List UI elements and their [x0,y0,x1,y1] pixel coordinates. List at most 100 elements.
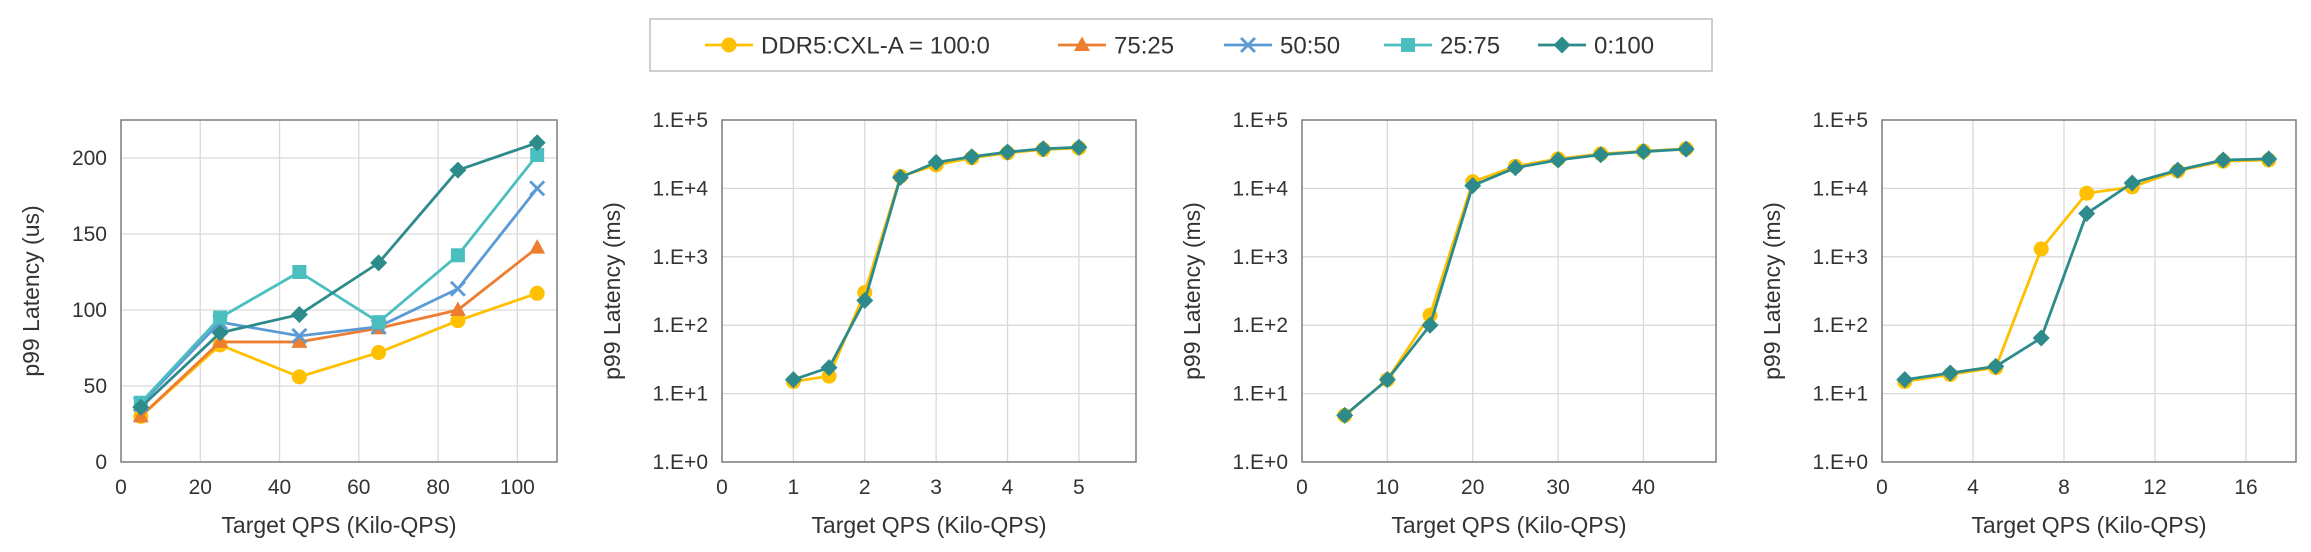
legend-marker [721,37,737,53]
x-tick-label: 1 [788,476,800,499]
legend-label: 0:100 [1594,33,1654,60]
y-axis-title: p99 Latency (ms) [599,202,625,380]
series [1896,150,2278,389]
data-point [1506,159,1524,177]
data-point [371,315,386,330]
data-point [1034,140,1052,158]
y-tick-label: 1.E+5 [1813,109,1868,132]
x-axis-title: Target QPS (Kilo-QPS) [1391,512,1626,538]
y-tick-label: 1.E+2 [1233,314,1288,337]
x-tick-label: 5 [1073,476,1085,499]
x-tick-label: 2 [859,476,871,499]
y-tick-label: 1.E+4 [1233,177,1289,200]
data-point [291,333,308,348]
y-axis-title: p99 Latency (ms) [1759,202,1785,380]
data-point [529,285,545,301]
y-tick-label: 1.E+1 [1813,383,1868,406]
x-tick-label: 60 [347,476,370,499]
data-point [132,398,150,416]
y-tick-label: 1.E+3 [1233,246,1288,269]
data-point [530,147,545,162]
data-point [1592,146,1610,164]
legend-label: 25:75 [1440,33,1500,60]
y-tick-label: 100 [72,299,107,322]
data-point [1987,357,2005,375]
data-point [529,239,546,254]
x-axis-title: Target QPS (Kilo-QPS) [1971,512,2206,538]
data-point [2214,151,2232,169]
data-point [927,153,945,171]
series-line [139,141,538,409]
data-point [2169,161,2187,179]
y-tick-label: 1.E+2 [1813,314,1868,337]
data-point [821,368,837,384]
data-point [2260,150,2278,168]
x-tick-label: 8 [2058,476,2070,499]
data-point [1677,140,1695,158]
data-point [371,345,387,361]
data-point [529,180,546,197]
legend-label: 75:25 [1114,33,1174,60]
y-axis-title: p99 Latency (us) [18,205,44,376]
x-tick-label: 10 [1376,476,1399,499]
plot-area [1301,119,1717,463]
legend-box [649,18,1713,72]
plot-area [1881,119,2297,463]
plot-area [120,119,558,463]
y-tick-label: 1.E+1 [1233,383,1288,406]
y-tick-label: 1.E+0 [653,451,708,474]
x-tick-label: 4 [1002,476,1014,499]
data-point [2123,174,2141,192]
data-point [2032,329,2050,347]
data-point [450,313,466,329]
x-tick-label: 0 [716,476,728,499]
y-tick-label: 1.E+1 [653,383,708,406]
y-tick-label: 1.E+5 [1233,109,1288,132]
x-tick-label: 0 [1296,476,1308,499]
data-point [370,254,388,272]
y-tick-label: 1.E+3 [1813,246,1868,269]
data-point [528,134,546,152]
data-point [291,327,308,344]
data-point [2079,185,2095,201]
x-tick-label: 0 [115,476,127,499]
x-axis-title: Target QPS (Kilo-QPS) [811,512,1046,538]
data-point [450,248,465,263]
legend-marker [1074,36,1090,51]
y-tick-label: 200 [72,147,107,170]
series-line [139,154,539,404]
x-tick-label: 4 [1967,476,1979,499]
data-point [1549,151,1567,169]
data-point [999,143,1017,161]
chart-1-latency-us: 0 50 100 150 200 0 20 40 60 80 100 Target QPS (Kilo… [18,119,558,538]
y-tick-label: 1.E+4 [1813,177,1869,200]
plot-area [721,119,1137,463]
data-point [449,301,466,316]
x-tick-label: 20 [189,476,212,499]
x-tick-label: 12 [2143,476,2166,499]
y-tick-label: 150 [72,223,107,246]
legend-label: 50:50 [1280,33,1340,60]
x-tick-label: 20 [1461,476,1484,499]
data-point [963,148,981,166]
x-tick-label: 40 [1632,476,1655,499]
data-point [891,168,909,186]
data-point [1378,371,1396,389]
y-tick-label: 50 [84,375,107,398]
series-line [139,291,538,418]
y-tick-label: 1.E+4 [653,177,709,200]
series [784,138,1088,389]
data-point [1336,406,1354,424]
series-line [139,187,539,406]
data-point [291,369,307,385]
data-point [1896,371,1914,389]
data-point [290,306,308,324]
y-tick-label: 0 [95,451,107,474]
legend-marker [1553,36,1571,54]
data-point [1070,138,1088,156]
chart-2-latency-ms: 1.E+0 1.E+1 1.E+2 1.E+3 1.E+4 1.E+5 0 1 2 3 4 5 Targ… [599,109,1137,538]
x-tick-label: 80 [426,476,449,499]
y-tick-label: 1.E+2 [653,314,708,337]
legend-marker [1401,38,1415,52]
series [132,134,546,416]
